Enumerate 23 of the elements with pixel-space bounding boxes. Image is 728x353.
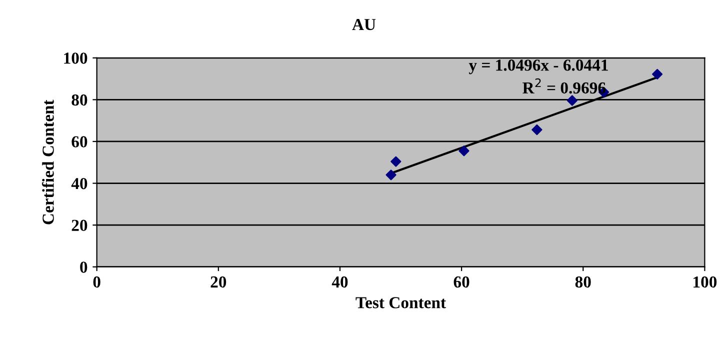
y-tick-label: 0: [80, 262, 88, 273]
point: [652, 68, 663, 80]
annotation: y = 1.0496x - 6.0441: [468, 60, 608, 74]
point: [566, 95, 578, 106]
x-tick-label: 0: [93, 276, 100, 288]
x-axis-title: Test Content: [356, 297, 446, 308]
x-tick-label: 60: [454, 276, 470, 288]
y-axis-title: Certified Content: [42, 100, 54, 224]
x-tick-label: 80: [575, 276, 591, 288]
y-tick-label: 100: [64, 52, 88, 64]
chart-title: AU: [352, 19, 376, 30]
annotation: R$^{2}$ = 0.9696: [522, 78, 606, 94]
x-tick-label: 20: [210, 276, 226, 288]
point: [532, 124, 542, 136]
y-tick-label: 20: [72, 220, 88, 232]
y-tick-label: 40: [71, 178, 88, 190]
point: [458, 146, 470, 156]
point: [390, 156, 402, 167]
x-tick-label: 100: [694, 276, 717, 288]
y-tick-label: 80: [72, 94, 88, 106]
x-tick-label: 40: [332, 276, 348, 288]
y-tick-label: 60: [72, 136, 88, 148]
point: [386, 170, 396, 180]
